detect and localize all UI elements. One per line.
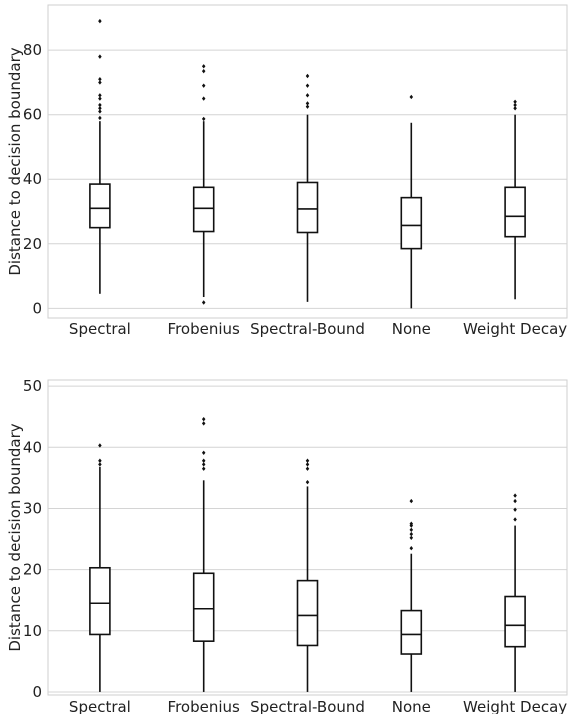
outlier-point	[201, 462, 206, 467]
outlier-point	[98, 54, 102, 59]
chart-panel-2: 0 10 20 30 40 50 Distance to decision boundary…	[6, 377, 568, 714]
interquartile-box	[504, 186, 526, 238]
y-tick-label: 0	[32, 299, 42, 317]
outlier-point	[98, 80, 102, 85]
x-tick-label: Spectral-Bound	[250, 320, 365, 338]
outlier-point	[305, 93, 310, 98]
outlier-point	[305, 104, 310, 109]
outlier-point	[409, 531, 414, 537]
interquartile-box	[400, 196, 423, 250]
outlier-point	[98, 443, 102, 448]
outlier-point	[305, 462, 310, 467]
box-none	[400, 498, 423, 692]
x-tick-label: Spectral-Bound	[250, 698, 365, 714]
y-tick-label: 80	[23, 41, 42, 59]
outlier-point	[409, 94, 414, 100]
outlier-point	[98, 77, 102, 82]
outlier-point	[98, 458, 102, 463]
interquartile-box	[400, 609, 423, 655]
y-tick-label: 10	[23, 622, 42, 640]
y-tick-label: 0	[32, 683, 42, 701]
interquartile-box	[192, 186, 215, 233]
outlier-point	[409, 546, 414, 551]
outlier-point	[98, 106, 102, 111]
outlier-point	[305, 458, 310, 463]
x-tick-label: Frobenius	[168, 320, 240, 338]
x-tick-label: Spectral	[69, 698, 131, 714]
outlier-point	[305, 73, 310, 79]
y-tick-label: 40	[23, 438, 42, 456]
outlier-point	[305, 83, 310, 88]
outlier-point	[513, 106, 517, 111]
y-tick-label: 50	[23, 377, 42, 395]
outlier-point	[201, 450, 206, 455]
outlier-point	[305, 479, 310, 485]
interquartile-box	[192, 572, 215, 642]
outlier-point	[98, 102, 102, 108]
outlier-point	[409, 521, 414, 526]
outlier-point	[98, 462, 102, 467]
box-spectral-bound	[296, 73, 319, 302]
y-tick-label: 20	[23, 235, 42, 253]
outlier-point	[98, 18, 102, 24]
outlier-point	[513, 507, 517, 512]
outlier-point	[201, 458, 206, 463]
box-frobenius	[192, 416, 215, 692]
plot-area-frame	[47, 4, 568, 319]
outlier-point	[201, 466, 206, 471]
box-spectral-bound	[296, 458, 319, 692]
outlier-point	[513, 102, 517, 108]
interquartile-box	[504, 595, 526, 648]
y-axis-label: Distance to decision boundary	[6, 423, 24, 651]
outlier-point	[513, 493, 517, 498]
interquartile-box	[296, 579, 319, 647]
outlier-point	[305, 466, 310, 471]
box-spectral	[89, 443, 111, 692]
outlier-point	[201, 96, 206, 101]
outlier-point	[201, 68, 206, 74]
y-tick-label: 20	[23, 561, 42, 579]
y-tick-label: 30	[23, 499, 42, 517]
x-tick-label: Weight Decay	[463, 698, 567, 714]
x-tick-label: Spectral	[69, 320, 131, 338]
x-tick-label: Frobenius	[168, 698, 240, 714]
interquartile-box	[89, 183, 111, 229]
outlier-point	[98, 93, 102, 98]
x-tick-label: Weight Decay	[463, 320, 567, 338]
box-weight-decay	[504, 493, 526, 692]
plot-area-frame	[47, 379, 568, 696]
outlier-point	[513, 498, 517, 504]
outlier-point	[98, 115, 102, 121]
outlier-point	[98, 109, 102, 114]
box-spectral	[89, 18, 111, 294]
outlier-point	[409, 527, 414, 533]
outlier-point	[201, 64, 206, 69]
box-weight-decay	[504, 99, 526, 300]
x-tick-label: None	[392, 698, 431, 714]
outlier-point	[409, 498, 414, 504]
outlier-point	[201, 300, 206, 305]
box-frobenius	[192, 64, 215, 305]
outlier-point	[409, 535, 414, 541]
interquartile-box	[89, 566, 111, 636]
outlier-point	[201, 116, 206, 122]
interquartile-box	[296, 181, 319, 234]
outlier-point	[201, 421, 206, 426]
outlier-point	[513, 517, 517, 522]
outlier-point	[201, 416, 206, 422]
outlier-point	[98, 96, 102, 101]
x-tick-label: None	[392, 320, 431, 338]
y-tick-label: 60	[23, 106, 42, 124]
box-none	[400, 94, 423, 309]
y-axis-label: Distance to decision boundary	[6, 47, 24, 275]
y-tick-label: 40	[23, 170, 42, 188]
outlier-point	[201, 83, 206, 88]
outlier-point	[513, 99, 517, 105]
outlier-point	[305, 101, 310, 106]
